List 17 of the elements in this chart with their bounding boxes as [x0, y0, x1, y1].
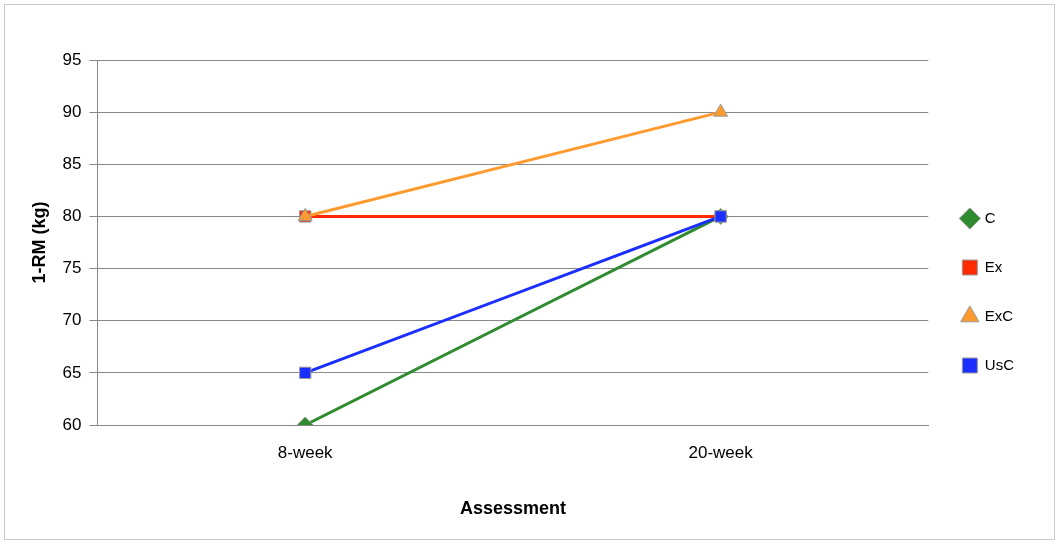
legend-label: Ex [984, 257, 1003, 275]
y-axis-title: 1-RM (kg) [28, 201, 49, 284]
y-tick-label: 90 [62, 101, 82, 121]
x-axis-title: Assessment [459, 498, 566, 519]
y-tick-label: 65 [62, 362, 82, 382]
y-tick-label: 80 [62, 206, 82, 226]
x-tick-label: 8-week [277, 442, 334, 462]
legend-label: C [984, 208, 996, 226]
legend-label: ExC [984, 306, 1014, 324]
y-tick-label: 60 [62, 414, 82, 434]
y-tick-label: 70 [62, 310, 82, 330]
legend-label: UsC [984, 355, 1015, 373]
x-tick-label: 20-week [688, 442, 754, 462]
point [299, 366, 312, 380]
y-tick-label: 75 [62, 258, 82, 278]
y-tick-label: 95 [62, 49, 82, 69]
y-tick-label: 85 [62, 153, 82, 173]
